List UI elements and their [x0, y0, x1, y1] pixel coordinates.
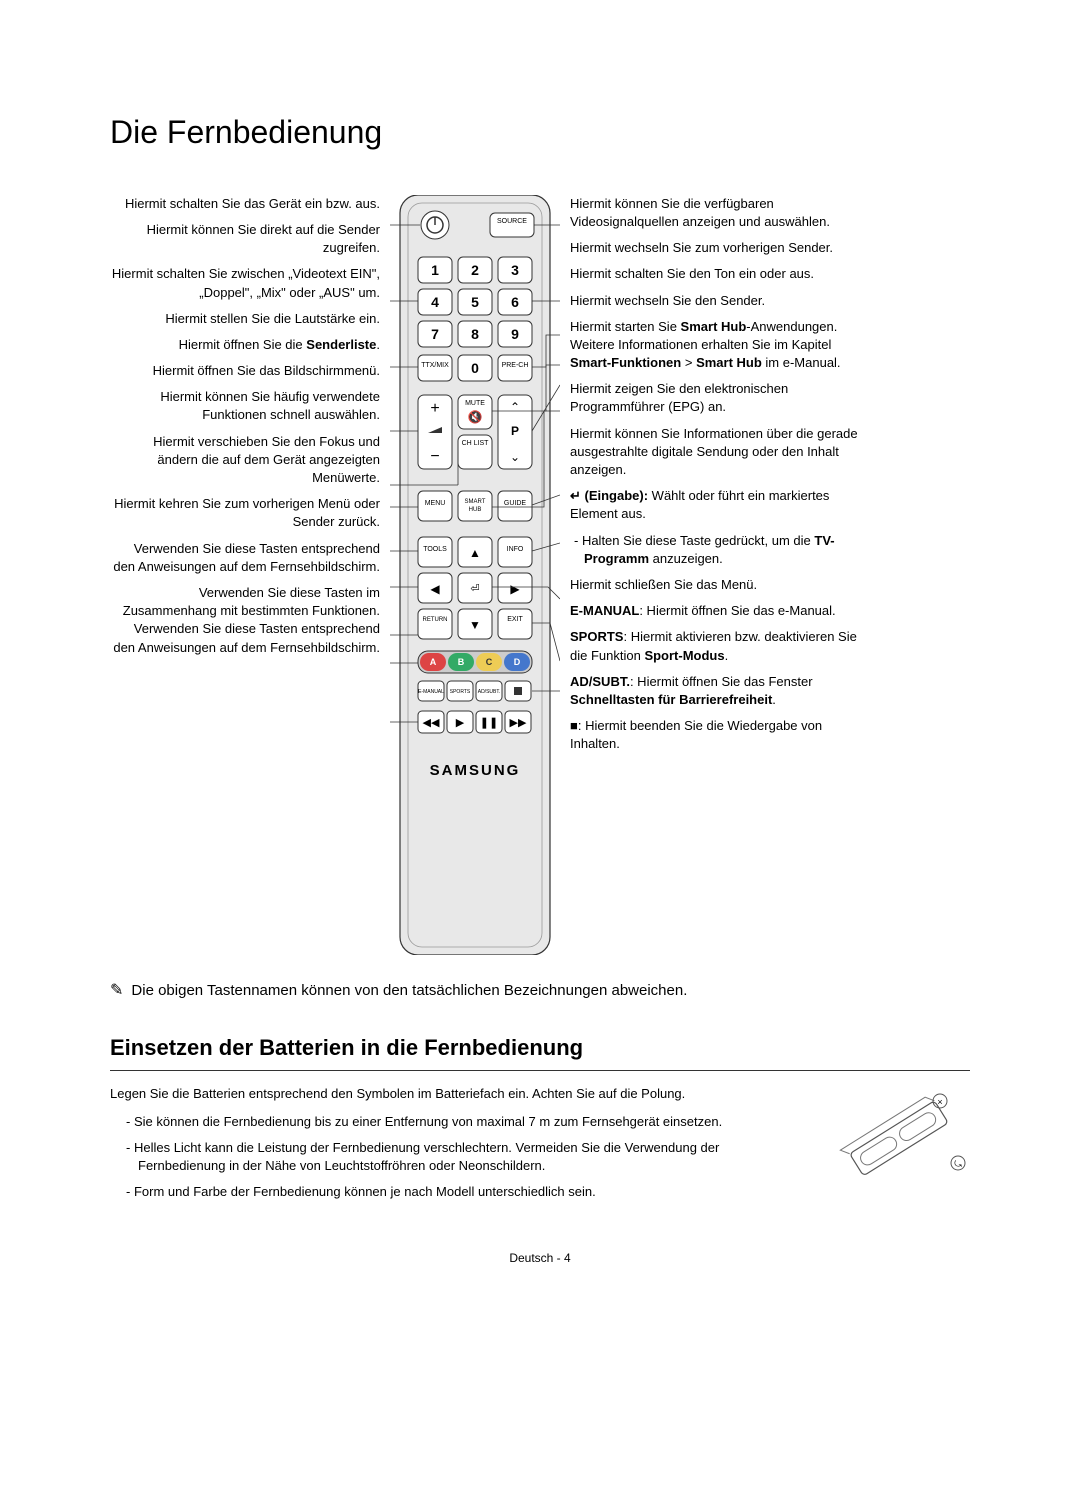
svg-text:1: 1 — [431, 262, 439, 278]
svg-text:A: A — [430, 657, 437, 667]
svg-text:▶: ▶ — [456, 717, 465, 729]
note: ✎ Die obigen Tastennamen können von den … — [110, 980, 970, 1002]
svg-text:E-MANUAL: E-MANUAL — [418, 689, 444, 695]
desc-ttx: Hiermit schalten Sie zwischen „Videotext… — [110, 265, 380, 301]
svg-text:SAMSUNG: SAMSUNG — [430, 762, 521, 779]
desc-numbers: Hiermit können Sie direkt auf die Sender… — [110, 221, 380, 257]
svg-text:MUTE: MUTE — [465, 400, 485, 407]
battery-subtitle: Einsetzen der Batterien in die Fernbedie… — [110, 1033, 970, 1071]
svg-text:SMART: SMART — [465, 499, 486, 505]
svg-text:AD/SUBT.: AD/SUBT. — [478, 689, 501, 695]
desc-chlist-bold: Senderliste — [306, 337, 376, 352]
svg-text:TTX/MIX: TTX/MIX — [421, 362, 449, 369]
svg-text:RETURN: RETURN — [423, 617, 448, 623]
battery-intro: Legen Sie die Batterien entsprechend den… — [110, 1085, 810, 1103]
svg-text:▲: ▲ — [469, 546, 481, 560]
svg-text:C: C — [486, 657, 493, 667]
desc-volume: Hiermit stellen Sie die Lautstärke ein. — [110, 310, 380, 328]
note-text: Die obigen Tastennamen können von den ta… — [131, 980, 687, 1002]
svg-text:EXIT: EXIT — [507, 616, 523, 623]
svg-text:9: 9 — [511, 326, 519, 342]
desc-menu: Hiermit öffnen Sie das Bildschirmmenü. — [110, 362, 380, 380]
desc-chlist: Hiermit öffnen Sie die Senderliste. — [110, 336, 380, 354]
svg-text:❚❚: ❚❚ — [480, 717, 498, 729]
battery-bullet-1: Sie können die Fernbedienung bis zu eine… — [126, 1113, 810, 1131]
battery-section: Legen Sie die Batterien entsprechend den… — [110, 1085, 970, 1210]
battery-bullet-2: Helles Licht kann die Leistung der Fernb… — [126, 1139, 810, 1175]
svg-text:−: − — [430, 448, 439, 465]
desc-arrows: Hiermit verschieben Sie den Fokus und än… — [110, 433, 380, 488]
desc-playback: Verwenden Sie diese Tasten im Zusammenha… — [110, 584, 380, 657]
svg-text:2: 2 — [471, 262, 479, 278]
svg-text:B: B — [458, 657, 465, 667]
desc-adsubt: AD/SUBT.: Hiermit öffnen Sie das Fenster… — [570, 673, 860, 709]
svg-text:◀◀: ◀◀ — [423, 717, 440, 729]
svg-text:7: 7 — [431, 326, 439, 342]
desc-chlist-pre: Hiermit öffnen Sie die — [179, 337, 307, 352]
svg-text:▶: ▶ — [510, 582, 520, 596]
desc-abcd: Verwenden Sie diese Tasten entsprechend … — [110, 540, 380, 576]
note-icon: ✎ — [110, 980, 123, 1002]
svg-text:INFO: INFO — [507, 546, 524, 553]
svg-text:⏎: ⏎ — [470, 583, 479, 595]
svg-text:PRE-CH: PRE-CH — [502, 362, 529, 369]
page-title: Die Fernbedienung — [110, 110, 970, 155]
svg-text:SOURCE: SOURCE — [497, 218, 527, 225]
svg-text:D: D — [514, 657, 521, 667]
svg-text:▶▶: ▶▶ — [510, 717, 527, 729]
svg-text:⌄: ⌄ — [510, 450, 520, 464]
svg-text:◀: ◀ — [430, 582, 440, 596]
desc-tools: Hiermit können Sie häufig verwendete Fun… — [110, 388, 380, 424]
svg-text:TOOLS: TOOLS — [423, 546, 447, 553]
desc-prech: Hiermit wechseln Sie zum vorherigen Send… — [570, 239, 860, 257]
desc-return: Hiermit kehren Sie zum vorherigen Menü o… — [110, 495, 380, 531]
svg-text:⤿: ⤿ — [954, 1159, 962, 1169]
svg-text:P: P — [511, 424, 519, 438]
svg-text:🔇: 🔇 — [468, 410, 483, 424]
desc-source: Hiermit können Sie die verfügbaren Video… — [570, 195, 860, 231]
svg-text:×: × — [937, 1097, 942, 1107]
svg-text:6: 6 — [511, 294, 519, 310]
desc-sports: SPORTS: Hiermit aktivieren bzw. deaktivi… — [570, 628, 860, 664]
battery-illustration: × ⤿ — [830, 1085, 970, 1210]
remote-illustration: SOURCE 1 2 3 4 5 6 7 8 9 TTX/MIX 0 PRE-C… — [390, 195, 560, 961]
battery-svg: × ⤿ — [830, 1085, 970, 1195]
desc-mute: Hiermit schalten Sie den Ton ein oder au… — [570, 265, 860, 283]
svg-text:3: 3 — [511, 262, 519, 278]
battery-bullet-3: Form und Farbe der Fernbedienung können … — [126, 1183, 810, 1201]
desc-guide: Hiermit zeigen Sie den elektronischen Pr… — [570, 380, 860, 416]
svg-text:CH LIST: CH LIST — [462, 440, 490, 447]
svg-text:4: 4 — [431, 294, 439, 310]
desc-chlist-post: . — [376, 337, 380, 352]
remote-svg: SOURCE 1 2 3 4 5 6 7 8 9 TTX/MIX 0 PRE-C… — [390, 195, 560, 955]
svg-text:▼: ▼ — [469, 618, 481, 632]
svg-text:MENU: MENU — [425, 500, 446, 507]
svg-text:8: 8 — [471, 326, 479, 342]
desc-enter-sub: - Halten Sie diese Taste gedrückt, um di… — [570, 532, 860, 568]
svg-text:⌃: ⌃ — [510, 400, 520, 414]
right-descriptions: Hiermit können Sie die verfügbaren Video… — [570, 195, 860, 762]
battery-text: Legen Sie die Batterien entsprechend den… — [110, 1085, 810, 1210]
remote-diagram: Hiermit schalten Sie das Gerät ein bzw. … — [110, 195, 970, 961]
svg-text:HUB: HUB — [469, 507, 482, 513]
desc-info: Hiermit können Sie Informationen über di… — [570, 425, 860, 480]
desc-power: Hiermit schalten Sie das Gerät ein bzw. … — [110, 195, 380, 213]
svg-text:+: + — [430, 400, 439, 417]
desc-channel: Hiermit wechseln Sie den Sender. — [570, 292, 860, 310]
svg-text:5: 5 — [471, 294, 479, 310]
svg-text:SPORTS: SPORTS — [450, 689, 471, 695]
left-descriptions: Hiermit schalten Sie das Gerät ein bzw. … — [110, 195, 380, 665]
svg-text:0: 0 — [471, 360, 479, 376]
desc-smarthub: Hiermit starten Sie Smart Hub-Anwendunge… — [570, 318, 860, 373]
desc-enter: ↵ (Eingabe): Wählt oder führt ein markie… — [570, 487, 860, 523]
svg-text:GUIDE: GUIDE — [504, 500, 527, 507]
desc-stop: ■: Hiermit beenden Sie die Wiedergabe vo… — [570, 717, 860, 753]
desc-exit: Hiermit schließen Sie das Menü. — [570, 576, 860, 594]
desc-emanual: E-MANUAL: Hiermit öffnen Sie das e-Manua… — [570, 602, 860, 620]
page-footer: Deutsch - 4 — [110, 1250, 970, 1267]
